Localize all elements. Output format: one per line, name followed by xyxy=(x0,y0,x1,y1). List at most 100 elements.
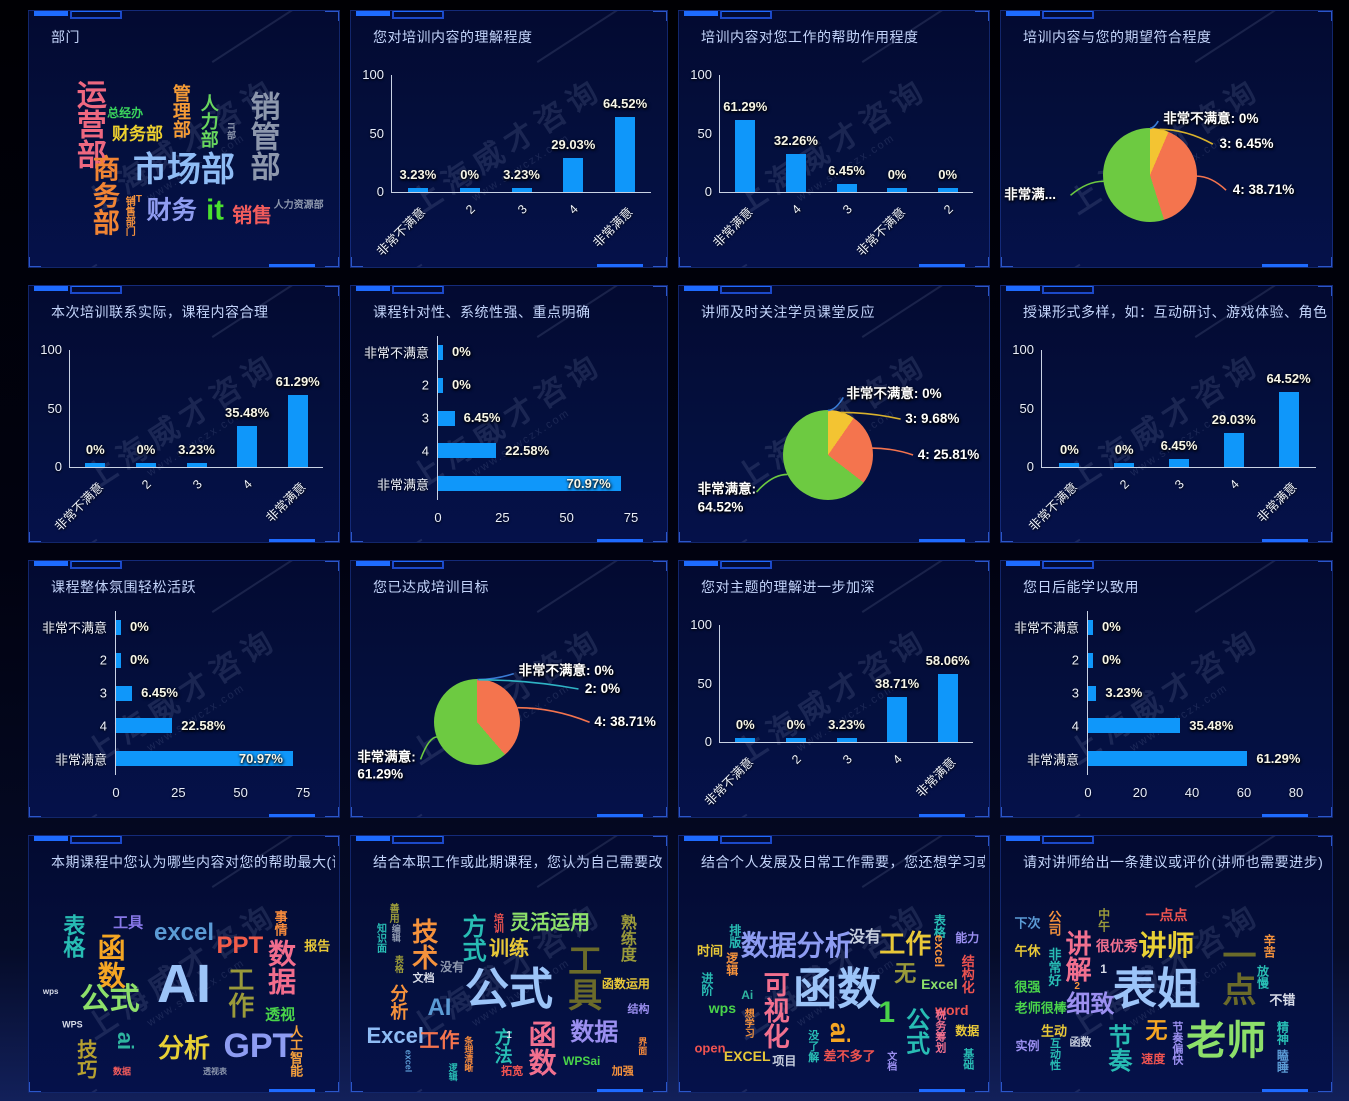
x-axis-tick: 25 xyxy=(171,785,186,800)
y-axis-tick: 0 xyxy=(704,184,712,199)
corner-accent-icon xyxy=(1006,11,1040,16)
x-axis-category: 3 xyxy=(514,202,530,217)
bar xyxy=(438,410,455,426)
x-axis-category: 非常满意 xyxy=(913,754,959,801)
wordcloud-word: 1 xyxy=(1100,962,1107,977)
bar-value-label: 0% xyxy=(460,167,480,182)
wordcloud-word: it xyxy=(206,194,224,227)
corner-bracket-icon xyxy=(325,836,339,846)
x-axis-category: 非常满意 xyxy=(1254,479,1300,526)
bar xyxy=(511,188,532,192)
wordcloud-word: 分析 xyxy=(157,1033,211,1064)
x-axis-category: 非常不满意 xyxy=(51,479,107,534)
corner-accent-icon xyxy=(34,561,68,566)
bar xyxy=(135,463,156,467)
wordcloud-word: word xyxy=(935,1002,969,1019)
wordcloud-word: 方式 xyxy=(458,914,486,963)
pie-slice-label: 非常满意: 61.29% xyxy=(357,748,416,783)
bar xyxy=(836,738,857,742)
bar-value-label: 61.29% xyxy=(275,374,320,390)
bar-value-label: 61.29% xyxy=(1256,750,1301,766)
wordcloud-word: 排版 xyxy=(727,923,742,948)
bar xyxy=(1088,718,1181,734)
panel-title: 部门 xyxy=(51,29,80,45)
wordcloud-word: 函数 xyxy=(1069,1036,1092,1049)
bar xyxy=(836,184,857,192)
corner-bracket-icon xyxy=(975,561,989,571)
y-axis-tick: 100 xyxy=(40,342,62,357)
wordcloud-word: 逻辑 xyxy=(447,1062,458,1081)
wordcloud-word: wps xyxy=(708,999,737,1016)
bar xyxy=(116,619,121,635)
wordcloud-word: 训练 xyxy=(489,937,529,960)
corner-accent-icon xyxy=(684,11,718,16)
y-axis-tick: 50 xyxy=(1019,400,1034,416)
wordcloud-word: 很优秀 xyxy=(1095,938,1138,955)
wordcloud-word: 条理清晰 xyxy=(463,1035,474,1072)
y-axis-tick: 0 xyxy=(376,184,384,199)
corner-bracket-icon xyxy=(653,1082,667,1092)
wordcloud-word: 工作 xyxy=(879,928,932,959)
wordcloud-word: 数据 xyxy=(955,1023,980,1038)
wordcloud-word: 不错 xyxy=(1269,992,1296,1008)
wordcloud-word: 灵活运用 xyxy=(510,912,591,935)
corner-accent-icon xyxy=(720,286,772,294)
wordcloud-word: AI xyxy=(157,954,211,1015)
panel-title: 培训内容对您工作的帮助作用程度 xyxy=(701,29,919,45)
corner-bracket-icon xyxy=(29,1082,41,1092)
wordcloud-word: 加强 xyxy=(611,1065,634,1078)
wordcloud-word: 表姐 xyxy=(1112,964,1201,1014)
bar xyxy=(735,738,756,742)
wordcloud-word: 可视化 xyxy=(760,971,791,1050)
wordcloud-word: 工作 xyxy=(419,1029,460,1052)
wordcloud-word: 能力 xyxy=(955,931,980,946)
panel-title: 您日后能学以致用 xyxy=(1023,579,1139,595)
bar xyxy=(116,685,133,701)
wordcloud-word: 商务部 xyxy=(88,154,119,236)
bar-value-label: 38.71% xyxy=(875,675,920,691)
x-axis-tick: 50 xyxy=(559,510,574,525)
corner-accent-icon xyxy=(1006,836,1040,841)
corner-bracket-icon xyxy=(325,286,339,296)
pie-slice-label: 非常满意: 64.52% xyxy=(698,481,757,516)
panel-apply: 上海威才咨询www.shwczx.com您日后能学以致用020406080非常不… xyxy=(1000,560,1333,818)
corner-accent-icon xyxy=(34,286,68,291)
x-axis-category: 非常不满意 xyxy=(1026,479,1081,534)
wordcloud-word: wps xyxy=(42,987,59,997)
x-axis-category: 4 xyxy=(788,202,804,217)
bar xyxy=(438,377,443,393)
y-axis-tick: 100 xyxy=(690,617,712,632)
corner-bracket-icon xyxy=(1318,807,1332,817)
wordcloud-word: 透视表 xyxy=(203,1066,227,1076)
corner-accent-icon xyxy=(392,836,444,844)
wordcloud-word: 辛苦 xyxy=(1262,934,1277,959)
x-axis-category: 非常不满意 xyxy=(701,754,757,809)
corner-bracket-icon xyxy=(325,807,339,817)
x-axis-category: 4 xyxy=(240,477,256,492)
y-axis-category: 非常不满意 xyxy=(41,620,107,636)
wordcloud-word: 没有 xyxy=(440,959,465,974)
wordcloud-word: 2 xyxy=(1074,981,1080,993)
corner-bracket-icon xyxy=(351,532,363,542)
x-axis-category: 4 xyxy=(1226,477,1242,492)
bar-value-label: 0% xyxy=(1059,442,1079,457)
wordcloud-word: 结构 xyxy=(627,1003,650,1016)
corner-accent-icon xyxy=(1262,814,1308,817)
wordcloud-word: 无 xyxy=(1145,1017,1168,1043)
wordcloud-word: 方法 xyxy=(492,1027,513,1064)
bar-value-label: 0% xyxy=(85,442,105,457)
corner-bracket-icon xyxy=(1318,836,1332,846)
bar-value-label: 35.48% xyxy=(1189,717,1234,733)
wordcloud-word: 节奏偏快 xyxy=(1170,1021,1183,1066)
bar xyxy=(287,395,308,467)
y-axis-tick: 50 xyxy=(697,125,712,141)
wordcloud-word: Excel xyxy=(921,976,958,993)
corner-accent-icon xyxy=(919,814,965,817)
wordcloud-word: IT xyxy=(133,194,142,206)
wordcloud-word: 公式 xyxy=(901,1006,929,1055)
corner-bracket-icon xyxy=(679,532,691,542)
x-axis-category: 非常满意 xyxy=(710,204,757,251)
panel-title: 请对讲师给出一条建议或评价(讲师也需要进步) xyxy=(1023,854,1324,870)
